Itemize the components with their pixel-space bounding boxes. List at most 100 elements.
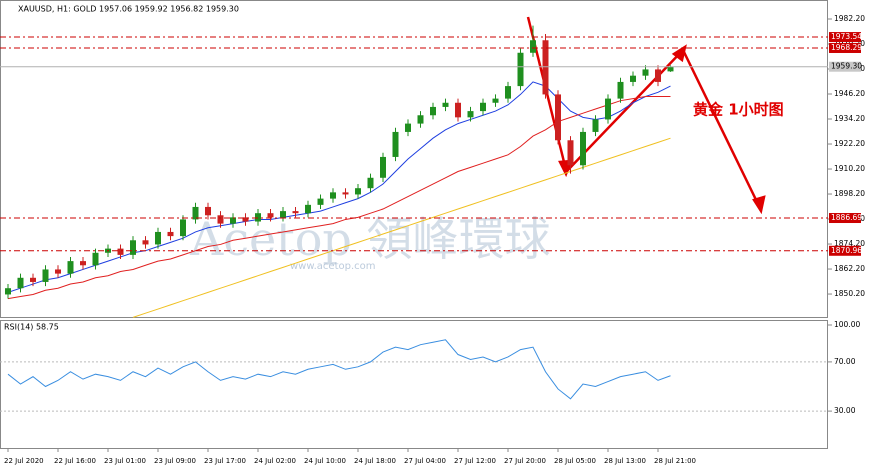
rsi-line [7,339,671,400]
candle-body [655,69,661,82]
rsi-panel [0,320,828,449]
candle-body [230,217,236,224]
y-tick-label: 1850.20 [834,289,865,298]
chart-title: XAUUSD, H1: GOLD 1957.06 1959.92 1956.82… [18,5,239,14]
candle-body [617,81,624,99]
candle-body [530,40,536,53]
watermark-url: www.acetop.com [290,261,376,272]
candle-body [130,240,136,255]
candle-body [405,123,411,132]
level-label-box [829,32,861,43]
y-tick-label: 1946.20 [834,89,865,98]
x-tick-label: 22 Jul 16:00 [54,457,96,465]
candle-body [292,211,299,214]
x-tick-label: 28 Jul 13:00 [604,457,646,465]
x-tick-label: 24 Jul 18:00 [354,457,396,465]
candle-body [430,106,436,116]
price-panel [0,0,828,318]
level-label: 1870.96 [831,246,862,255]
x-tick-label: 22 Jul 2020 [4,457,44,465]
candle-body [42,269,49,282]
arrow-head [752,195,766,215]
candle-body [667,66,674,72]
level-label-box [829,42,861,53]
candle-body [542,40,549,95]
candle-body [155,231,161,245]
candle-body [330,192,336,199]
y-tick-label: 1898.20 [834,189,865,198]
y-tick-label: 1910.20 [834,164,865,173]
candle-body [142,240,149,245]
level-label: 1973.54 [831,32,862,41]
candle-body [505,86,511,99]
x-tick-label: 28 Jul 21:00 [654,457,696,465]
candle-body [117,248,124,255]
candle-body [217,215,224,224]
last-price-label: 1959.30 [831,62,862,71]
annotation: 黄金 1小时图 [693,101,784,119]
y-tick-label: 1874.20 [834,239,865,248]
candle-body [205,206,211,216]
candle-body [342,192,349,195]
x-tick-label: 23 Jul 09:00 [154,457,196,465]
y-tick-label: 100.00 [834,320,860,329]
candle-body [480,102,486,112]
x-tick-label: 23 Jul 01:00 [104,457,146,465]
moving-average [132,137,671,318]
candle-body [380,156,386,178]
x-tick-label: 24 Jul 02:00 [254,457,296,465]
x-tick-label: 23 Jul 17:00 [204,457,246,465]
candle-body [30,277,36,282]
level-label-box [829,245,861,256]
candle-body [67,261,74,274]
candle-body [605,98,611,120]
candle-body [242,217,249,222]
candle-body [580,131,586,166]
candle-body [317,198,324,205]
y-tick-label: 1982.20 [834,14,865,23]
x-tick-label: 24 Jul 10:00 [304,457,346,465]
candle-body [80,261,86,266]
x-tick-label: 27 Jul 20:00 [504,457,546,465]
y-tick-label: 1934.20 [834,114,865,123]
rsi-title: RSI(14) 58.75 [4,323,59,332]
candle-body [467,111,474,118]
candle-body [267,213,274,218]
candle-body [5,288,11,295]
last-price-box [829,61,861,72]
candle-body [255,213,261,222]
candle-body [555,94,561,141]
arrow-head [671,44,687,63]
candle-body [630,75,636,82]
level-label: 1886.69 [831,213,862,222]
level-label-box [829,213,861,224]
candle-body [642,69,649,76]
arrow [681,49,762,209]
x-tick-label: 27 Jul 04:00 [404,457,446,465]
candle-body [305,204,311,214]
candle-body [367,177,374,189]
y-tick-label: 1862.20 [834,264,865,273]
candle-body [280,211,286,218]
candle-body [355,188,361,195]
candle-body [492,98,499,103]
candle-body [92,252,99,266]
y-tick-label: 1922.20 [834,139,865,148]
level-label: 1968.29 [831,43,862,52]
candle-body [192,206,199,220]
candle-body [17,277,24,289]
x-tick-label: 28 Jul 05:00 [554,457,596,465]
candle-body [392,131,399,157]
candle-body [567,140,574,166]
candle-body [180,219,186,237]
candle-body [417,115,424,124]
candle-body [442,102,449,107]
candle-body [592,119,599,132]
candle-body [517,52,524,87]
candle-body [167,231,174,237]
y-tick-label: 30.00 [834,406,856,415]
x-tick-label: 27 Jul 12:00 [454,457,496,465]
candle-body [55,269,61,274]
candle-body [455,102,461,118]
